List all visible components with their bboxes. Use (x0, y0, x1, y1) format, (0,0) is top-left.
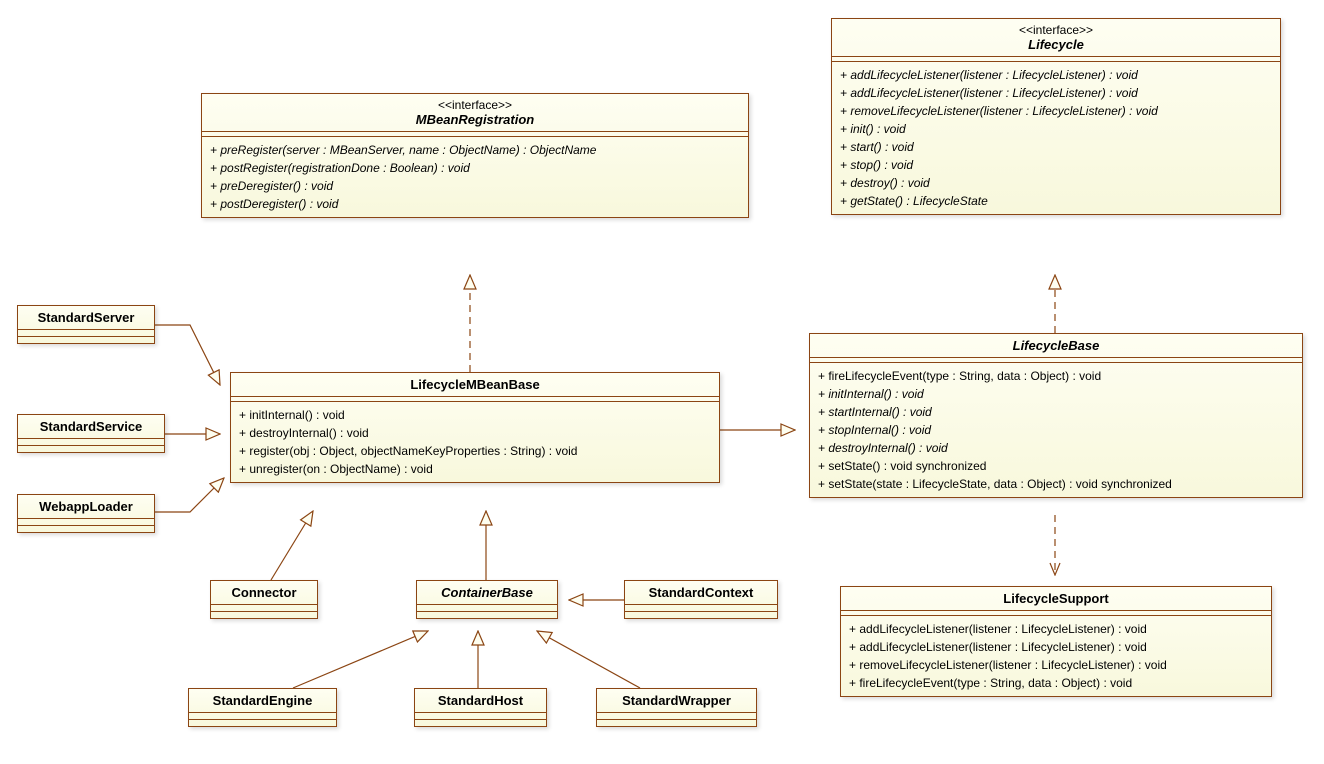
class-standard-server: StandardServer (17, 305, 155, 344)
class-name: Lifecycle (1028, 37, 1084, 52)
methods-list: + fireLifecycleEvent(type : String, data… (810, 363, 1302, 497)
class-standard-host: StandardHost (414, 688, 547, 727)
class-standard-service: StandardService (17, 414, 165, 453)
class-standard-engine: StandardEngine (188, 688, 337, 727)
stereotype-label: <<interface>> (840, 23, 1272, 37)
class-name: ContainerBase (441, 585, 533, 600)
class-connector: Connector (210, 580, 318, 619)
class-name: StandardServer (38, 310, 135, 325)
class-lifecycle: <<interface>> Lifecycle + addLifecycleLi… (831, 18, 1281, 215)
methods-list: + addLifecycleListener(listener : Lifecy… (841, 616, 1271, 696)
class-name: StandardService (40, 419, 143, 434)
class-name: LifecycleSupport (1003, 591, 1108, 606)
methods-list: + preRegister(server : MBeanServer, name… (202, 137, 748, 217)
class-container-base: ContainerBase (416, 580, 558, 619)
class-standard-wrapper: StandardWrapper (596, 688, 757, 727)
class-name: StandardEngine (213, 693, 313, 708)
class-name: LifecycleMBeanBase (410, 377, 539, 392)
class-name: StandardHost (438, 693, 523, 708)
class-name: MBeanRegistration (416, 112, 534, 127)
methods-list: + addLifecycleListener(listener : Lifecy… (832, 62, 1280, 214)
class-lifecycle-mbean-base: LifecycleMBeanBase + initInternal() : vo… (230, 372, 720, 483)
class-name: WebappLoader (39, 499, 133, 514)
class-lifecycle-support: LifecycleSupport + addLifecycleListener(… (840, 586, 1272, 697)
class-name: Connector (232, 585, 297, 600)
methods-list: + initInternal() : void + destroyInterna… (231, 402, 719, 482)
class-lifecycle-base: LifecycleBase + fireLifecycleEvent(type … (809, 333, 1303, 498)
class-name: StandardWrapper (622, 693, 731, 708)
class-webapp-loader: WebappLoader (17, 494, 155, 533)
class-mbean-registration: <<interface>> MBeanRegistration + preReg… (201, 93, 749, 218)
class-name: LifecycleBase (1013, 338, 1100, 353)
class-name: StandardContext (649, 585, 754, 600)
class-standard-context: StandardContext (624, 580, 778, 619)
stereotype-label: <<interface>> (210, 98, 740, 112)
